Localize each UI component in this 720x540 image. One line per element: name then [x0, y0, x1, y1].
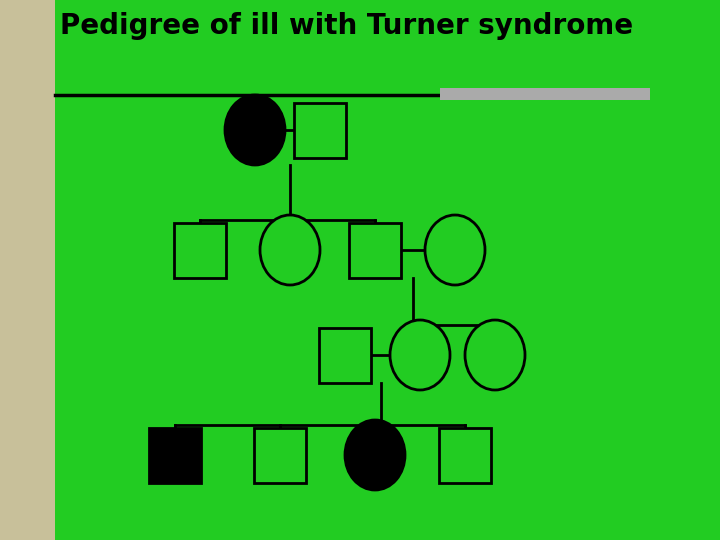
Bar: [349, 222, 401, 278]
Ellipse shape: [260, 215, 320, 285]
Bar: [439, 428, 491, 483]
Bar: [319, 327, 371, 382]
Ellipse shape: [465, 320, 525, 390]
Bar: [440, 88, 650, 100]
Ellipse shape: [390, 320, 450, 390]
Bar: [294, 103, 346, 158]
Ellipse shape: [425, 215, 485, 285]
Bar: [254, 428, 306, 483]
Bar: [149, 428, 201, 483]
Ellipse shape: [225, 95, 285, 165]
Ellipse shape: [345, 420, 405, 490]
Bar: [174, 222, 226, 278]
Bar: [0, 0, 55, 540]
Text: Pedigree of ill with Turner syndrome: Pedigree of ill with Turner syndrome: [60, 12, 633, 40]
